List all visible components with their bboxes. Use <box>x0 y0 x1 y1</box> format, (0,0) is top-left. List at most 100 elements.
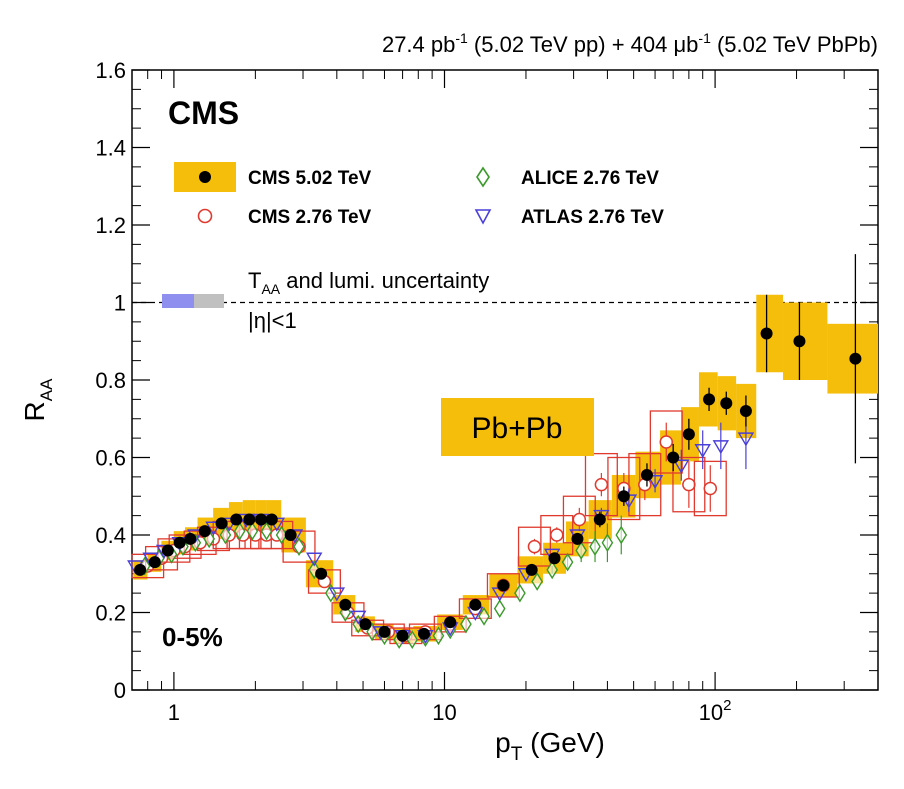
lumi-uncertainty-box <box>194 294 224 308</box>
atlas-point <box>673 459 690 474</box>
atlas-point <box>350 610 367 625</box>
y-tick-label: 1.4 <box>95 136 126 161</box>
cms502-point <box>469 598 482 611</box>
atlas-point <box>694 444 711 459</box>
y-tick-label: 0 <box>114 678 126 703</box>
cms502-point <box>760 327 773 340</box>
cms502-point <box>315 567 328 580</box>
cms502-point <box>720 397 733 410</box>
cms502-point <box>667 451 680 464</box>
pbpb-badge-label: Pb+Pb <box>472 412 563 445</box>
lumi-pbpb-exp: -1 <box>698 30 711 46</box>
lumi-pp-value: 27.4 pb <box>382 32 455 57</box>
y-tick-label: 1.6 <box>95 58 126 83</box>
cms502-point <box>161 544 174 557</box>
cms502-point <box>173 536 186 549</box>
alice-point <box>531 572 543 591</box>
legend-atlas-label: ATLAS 2.76 TeV <box>521 207 664 228</box>
cms502-point <box>134 563 147 576</box>
legend-cms502-label: CMS 5.02 TeV <box>248 168 372 189</box>
alice-point <box>293 537 305 556</box>
cms502-point <box>640 468 653 481</box>
alice-point <box>478 607 490 626</box>
atlas-point <box>328 587 346 602</box>
cms276-point <box>594 477 609 492</box>
alice-point <box>275 525 288 545</box>
cms502-point <box>359 618 372 631</box>
alice-point <box>514 583 526 603</box>
legend-atlas-marker <box>474 209 492 225</box>
axis-ticks: 0 0.2 0.4 0.6 0.8 1 1.2 1.4 1.6 1 10 102 <box>95 58 879 725</box>
y-axis-title: RAA <box>19 378 56 422</box>
cms502-point <box>525 563 538 576</box>
cms276-point <box>682 477 696 492</box>
cms276-point <box>527 539 542 554</box>
alice-point <box>601 533 614 553</box>
alice-point <box>546 560 559 580</box>
y-tick-label: 1.2 <box>95 213 126 238</box>
cms502-point <box>548 552 561 565</box>
alice-point <box>561 552 574 572</box>
x-tick-label: 1 <box>168 700 180 725</box>
lumi-pp-desc: (5.02 TeV pp) + 404 μb <box>468 32 699 57</box>
alice-point <box>493 599 506 618</box>
cms502-point <box>339 598 352 611</box>
luminosity-label: 27.4 pb-1 (5.02 TeV pp) + 404 μb-1 (5.02… <box>382 30 878 57</box>
cms502-point <box>849 352 862 365</box>
alice-point <box>460 614 472 634</box>
legend-alice-marker <box>476 166 490 188</box>
cms502-point <box>396 629 409 642</box>
alice-point <box>432 626 445 646</box>
cms276-syst-box <box>649 410 683 474</box>
cms502-point <box>243 513 256 526</box>
cms276-syst-box <box>693 460 727 517</box>
alice-point <box>589 537 601 556</box>
cms502-point <box>739 405 752 417</box>
y-tick-label: 0.4 <box>95 523 126 548</box>
x-tick-label: 102 <box>699 697 732 725</box>
y-tick-label: 0.2 <box>95 601 126 626</box>
cms502-point <box>265 513 278 526</box>
cms502-point <box>444 616 457 629</box>
cms502-point <box>617 490 630 503</box>
eta-cut-label: |η|<1 <box>248 308 297 333</box>
cms502-point <box>198 525 211 538</box>
atlas-point <box>712 440 730 455</box>
cms502-point <box>497 579 510 592</box>
lumi-pp-exp: -1 <box>455 30 468 46</box>
cms276-point <box>703 481 718 496</box>
legend-cms276-marker <box>197 208 213 224</box>
cms502-point <box>184 532 197 545</box>
alice-point <box>406 630 419 649</box>
cms502-point <box>284 529 297 541</box>
x-tick-label: 10 <box>432 700 456 725</box>
atlas-point <box>737 432 755 447</box>
alice-point <box>233 521 246 541</box>
atlas-point <box>305 552 323 567</box>
cms502-point <box>682 428 695 441</box>
pbpb-badge-bg <box>441 398 594 456</box>
cms502-point <box>255 513 268 526</box>
y-tick-label: 0.8 <box>95 368 126 393</box>
cms502-series <box>134 254 862 642</box>
legend-alice-label: ALICE 2.76 TeV <box>521 168 659 189</box>
alice-point <box>324 583 337 603</box>
cms502-point <box>418 627 431 640</box>
cms502-point <box>793 335 806 348</box>
y-tick-label: 0.6 <box>95 446 126 471</box>
alice-point <box>246 521 259 541</box>
taa-uncertainty-box <box>162 294 194 308</box>
cms276-syst-box <box>282 530 316 563</box>
cms-label: CMS <box>168 95 239 131</box>
cms502-point <box>148 556 161 569</box>
centrality-label: 0-5% <box>162 622 223 652</box>
cms502-point <box>230 513 243 526</box>
cms502-point <box>593 513 606 526</box>
cms276-point <box>550 528 564 542</box>
atlas-point <box>646 475 664 490</box>
x-axis-title: pT (GeV) <box>495 727 605 765</box>
legend: CMS 5.02 TeV ALICE 2.76 TeV CMS 2.76 TeV… <box>174 162 664 228</box>
cms502-point <box>703 393 716 406</box>
alice-point <box>575 541 588 560</box>
